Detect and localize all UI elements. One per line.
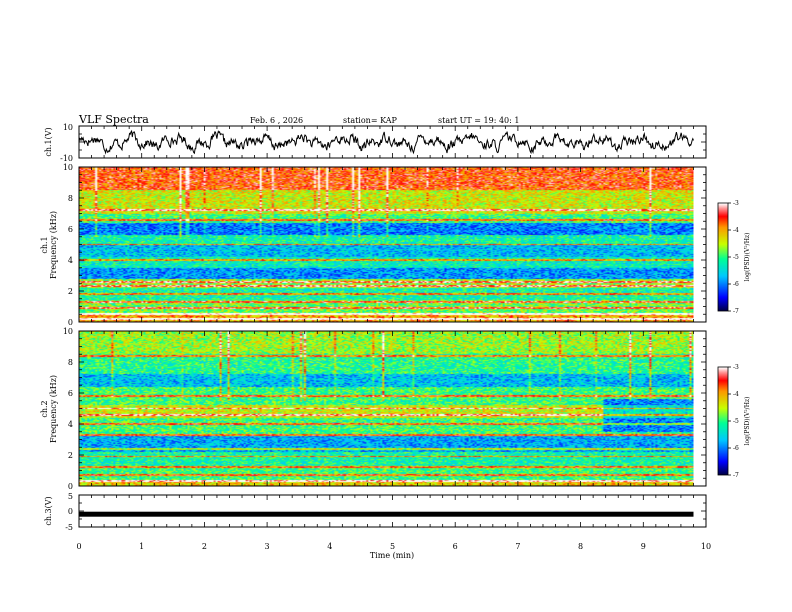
freq-tick-label: 10 (63, 327, 73, 336)
ch2-spectrogram-panel: 0 2 4 6 8 10 ch.2 Frequency (kHz) (40, 327, 707, 491)
ch2-colorbar-ticks: -3 -4 -5 -6 -7 (728, 364, 739, 479)
time-tick-label: 2 (202, 542, 207, 551)
ch1-spectrogram-image (79, 167, 694, 322)
time-axis-label: Time (min) (370, 551, 414, 560)
colorbar-tick-label: -7 (733, 472, 739, 479)
ch1-waveform-line (78, 129, 694, 155)
freq-tick-label: 4 (68, 420, 73, 429)
time-tick-label: 9 (641, 542, 646, 551)
ch2-spectrogram-ticks (78, 330, 707, 487)
colorbar-tick-label: -6 (733, 281, 739, 288)
freq-tick-label: 6 (68, 389, 73, 398)
time-tick-labels: 0 1 2 3 4 5 6 7 8 9 10 (76, 542, 711, 551)
freq-tick-label: 6 (68, 225, 73, 234)
time-tick-label: 4 (327, 542, 332, 551)
time-tick-label: 5 (390, 542, 395, 551)
freq-tick-label: 0 (68, 482, 73, 491)
colorbar-tick-label: -3 (733, 200, 739, 207)
time-tick-label: 0 (76, 542, 81, 551)
ch2-frequency-axis-label: Frequency (kHz) (49, 375, 58, 443)
freq-tick-label: 0 (68, 318, 73, 327)
time-tick-label: 7 (515, 542, 520, 551)
ch1-ytick-bottom: -10 (60, 154, 73, 163)
ch3-ytick-top: 5 (68, 492, 73, 501)
date-label: Feb. 6 , 2026 (250, 116, 303, 125)
ch3-ytick-bottom: -5 (65, 523, 73, 532)
freq-tick-label: 8 (68, 358, 73, 367)
ch1-frequency-axis-label: Frequency (kHz) (49, 211, 58, 279)
ch3-ytick-mid: 0 (68, 507, 73, 516)
ch2-frequency-tick-labels: 0 2 4 6 8 10 (63, 327, 73, 491)
ch1-colorbar-ticks: -3 -4 -5 -6 -7 (728, 200, 739, 315)
time-tick-label: 3 (265, 542, 270, 551)
ch1-colorbar: -3 -4 -5 -6 -7 log(PSD)(V²/Hz) (717, 200, 751, 315)
ch1-waveform-ticks (78, 125, 707, 159)
station-label: station= KAP (343, 116, 398, 125)
ch1-ytick-top: 10 (63, 123, 73, 132)
ch1-waveform-ylabel: ch.1(V) (44, 127, 53, 156)
ch1-colorbar-gradient (718, 203, 728, 311)
colorbar-tick-label: -5 (733, 418, 739, 425)
ch1-frequency-tick-labels: 0 2 4 6 8 10 (63, 163, 73, 327)
ch3-waveform-ticks (78, 494, 707, 528)
time-tick-label: 10 (701, 542, 711, 551)
ch1-waveform-panel: 10 -10 ch.1(V) (44, 123, 707, 163)
ch3-waveform-panel: 5 0 -5 ch.3(V) (44, 492, 707, 532)
time-tick-label: 8 (578, 542, 583, 551)
ch1-colorbar-label: log(PSD)(V²/Hz) (744, 233, 751, 282)
figure-title: VLF Spectra (78, 113, 149, 126)
colorbar-tick-label: -3 (733, 364, 739, 371)
ch3-waveform-line (79, 511, 694, 517)
ch2-colorbar-label: log(PSD)(V²/Hz) (744, 397, 751, 446)
freq-tick-label: 10 (63, 163, 73, 172)
ch2-colorbar-gradient (718, 367, 728, 475)
freq-tick-label: 4 (68, 256, 73, 265)
ch2-colorbar: -3 -4 -5 -6 -7 log(PSD)(V²/Hz) (717, 364, 751, 479)
freq-tick-label: 2 (68, 451, 73, 460)
colorbar-tick-label: -5 (733, 254, 739, 261)
start-ut-label: start UT = 19: 40: 1 (438, 116, 519, 125)
ch2-spectrogram-image (79, 331, 694, 486)
time-tick-label: 1 (139, 542, 144, 551)
ch1-spectrogram-ticks (78, 166, 707, 323)
colorbar-tick-label: -7 (733, 308, 739, 315)
ch1-channel-label: ch.1 (40, 236, 49, 253)
ch3-waveform-ylabel: ch.3(V) (44, 496, 53, 525)
freq-tick-label: 2 (68, 287, 73, 296)
ch2-channel-label: ch.2 (40, 400, 49, 417)
ch1-spectrogram-panel: 0 2 4 6 8 10 ch.1 Frequency (kHz) (40, 163, 707, 327)
colorbar-tick-label: -6 (733, 445, 739, 452)
colorbar-tick-label: -4 (733, 391, 739, 398)
colorbar-tick-label: -4 (733, 227, 739, 234)
time-tick-label: 6 (453, 542, 458, 551)
freq-tick-label: 8 (68, 194, 73, 203)
